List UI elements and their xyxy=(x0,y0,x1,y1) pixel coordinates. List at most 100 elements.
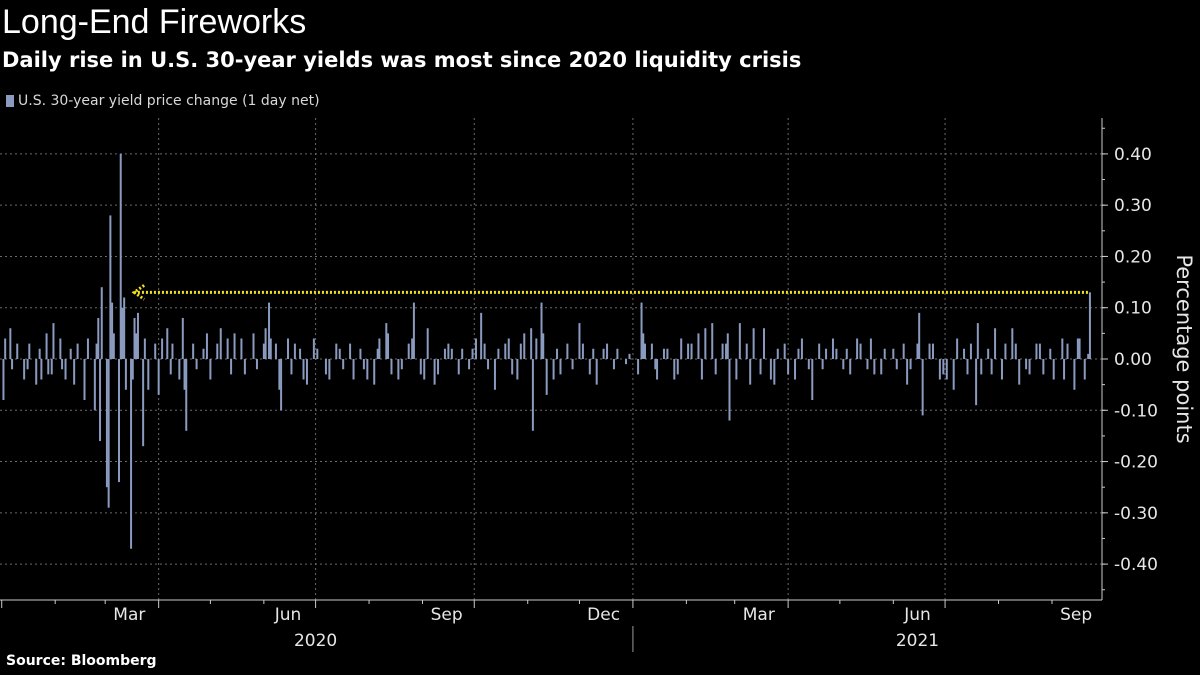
bar xyxy=(243,359,246,375)
bar xyxy=(23,359,26,380)
bar xyxy=(324,359,327,375)
bar xyxy=(487,359,490,370)
bar xyxy=(378,338,381,359)
bar xyxy=(773,359,776,385)
bar xyxy=(255,359,258,370)
bar xyxy=(11,359,14,370)
y-tick-label: -0.30 xyxy=(1114,504,1158,524)
bar xyxy=(69,348,72,359)
y-tick-label: -0.40 xyxy=(1114,555,1158,575)
bar xyxy=(980,359,983,375)
bar xyxy=(45,333,48,359)
bar xyxy=(1038,343,1041,359)
bar xyxy=(112,333,115,359)
bar xyxy=(26,359,29,370)
bar xyxy=(1004,343,1007,359)
bar xyxy=(468,359,471,370)
bar xyxy=(335,343,338,359)
bar xyxy=(700,359,703,380)
bar xyxy=(1061,338,1064,359)
bar xyxy=(602,348,605,359)
bar xyxy=(169,359,172,375)
bar xyxy=(612,359,615,370)
bar xyxy=(831,338,834,359)
bar xyxy=(856,338,859,359)
legend-label: U.S. 30-year yield price change (1 day n… xyxy=(18,93,320,109)
bar xyxy=(873,359,876,375)
bar xyxy=(352,359,355,380)
bar xyxy=(540,302,543,359)
bar xyxy=(230,359,233,375)
bar xyxy=(73,359,76,385)
bar xyxy=(606,343,609,359)
bar xyxy=(447,343,450,359)
bar xyxy=(407,343,410,359)
bar xyxy=(762,328,765,359)
bar xyxy=(35,359,38,385)
bar xyxy=(1087,353,1090,359)
bar xyxy=(178,359,181,380)
year-label: 2020 xyxy=(294,631,337,651)
bar xyxy=(366,359,369,380)
bar xyxy=(588,359,591,375)
bar xyxy=(928,343,931,359)
bar xyxy=(471,348,474,359)
bar xyxy=(662,348,665,359)
y-axis-title: Percentage points xyxy=(1172,254,1196,443)
bar xyxy=(1035,343,1038,359)
grid-lines xyxy=(0,118,1102,600)
bar xyxy=(976,323,979,359)
bar xyxy=(938,359,941,380)
y-tick-label: 0.20 xyxy=(1114,247,1152,267)
x-tick-label: Sep xyxy=(1060,605,1092,625)
bar xyxy=(1042,359,1045,375)
bar xyxy=(963,348,966,359)
bar xyxy=(59,338,62,359)
y-tick-label: 0.10 xyxy=(1114,299,1152,319)
bar xyxy=(480,312,483,359)
bar xyxy=(769,359,772,380)
bar xyxy=(166,328,169,359)
bar xyxy=(956,338,959,359)
bar xyxy=(800,338,803,359)
bar xyxy=(676,359,679,375)
bar xyxy=(728,359,731,421)
bar xyxy=(119,153,122,359)
x-tick-label: Mar xyxy=(743,605,775,625)
bar xyxy=(483,343,486,359)
bar xyxy=(274,343,277,359)
bar xyxy=(411,338,414,359)
bar xyxy=(161,338,164,359)
bar xyxy=(680,338,683,359)
bar xyxy=(726,333,729,359)
bar xyxy=(52,323,55,359)
bar xyxy=(268,302,271,359)
bar xyxy=(690,343,693,359)
y-tick-label: 0.40 xyxy=(1114,145,1152,165)
bar xyxy=(50,359,53,375)
bar xyxy=(673,359,676,380)
bar xyxy=(592,348,595,359)
bar xyxy=(640,302,643,359)
chart-title: Long-End Fireworks xyxy=(2,3,307,41)
bar xyxy=(362,359,365,370)
bar xyxy=(376,348,379,359)
bar xyxy=(704,328,707,359)
bar xyxy=(38,348,41,359)
bar xyxy=(105,359,108,488)
bar xyxy=(93,359,96,411)
x-tick-label: Jun xyxy=(903,605,931,625)
legend-swatch xyxy=(6,95,14,107)
bar xyxy=(269,338,272,359)
bar xyxy=(385,323,388,359)
bar xyxy=(450,348,453,359)
bar xyxy=(759,359,762,375)
bar xyxy=(921,359,924,416)
bar xyxy=(880,359,883,375)
bar xyxy=(1025,359,1028,370)
bar xyxy=(147,359,150,390)
bar xyxy=(918,312,921,359)
bar xyxy=(869,338,872,359)
bar xyxy=(566,343,569,359)
